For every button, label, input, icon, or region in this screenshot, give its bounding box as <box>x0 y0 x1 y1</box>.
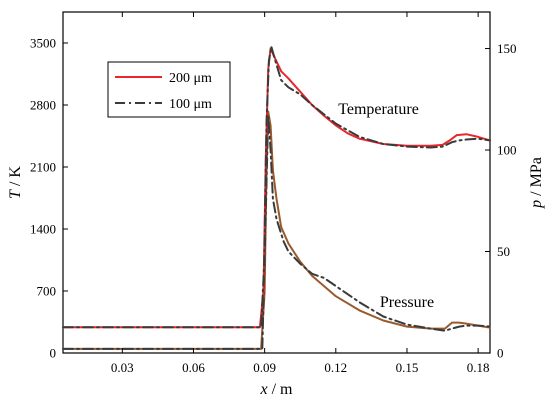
x-tick-label: 0.18 <box>467 360 490 375</box>
y-axis-right-var: p <box>528 200 545 209</box>
y-left-tick-label: 2100 <box>30 160 56 175</box>
y-axis-left-unit: / K <box>7 166 24 190</box>
y-right-tick-label: 0 <box>497 346 504 361</box>
series-line-temperature-100m <box>62 45 491 329</box>
legend: 200 μm 100 μm <box>107 61 231 118</box>
x-tick-label: 0.09 <box>253 360 276 375</box>
y-axis-right-unit: / MPa <box>528 157 545 200</box>
y-axis-right-label: p / MPa <box>528 157 545 209</box>
y-axis-left-label: T / K <box>7 166 24 199</box>
y-left-tick-label: 700 <box>37 284 57 299</box>
annotation-temperature: Temperature <box>338 101 419 118</box>
y-left-tick-label: 3500 <box>30 36 56 51</box>
y-right-tick-label: 100 <box>497 143 517 158</box>
x-tick-label: 0.03 <box>111 360 134 375</box>
x-axis-label: x / m <box>260 381 294 398</box>
x-tick-label: 0.06 <box>182 360 205 375</box>
annotation-pressure: Pressure <box>380 294 434 311</box>
x-tick-label: 0.12 <box>324 360 347 375</box>
legend-label-200um: 200 μm <box>169 71 212 86</box>
x-axis-unit: / m <box>268 381 293 398</box>
tick-labels-layer: 0.03 0.06 0.09 0.12 0.15 0.18 0 700 1400 2100 2800… <box>30 36 517 376</box>
y-left-tick-label: 2800 <box>30 98 56 113</box>
legend-box <box>107 61 231 118</box>
x-axis-var: x <box>260 381 268 398</box>
plot-frame <box>62 11 491 354</box>
series-line-pressure-100m <box>62 114 491 350</box>
x-tick-label: 0.15 <box>396 360 419 375</box>
y-right-tick-label: 50 <box>497 244 510 259</box>
series-layer <box>62 45 491 350</box>
y-axis-left-var: T <box>7 189 24 199</box>
y-left-tick-label: 1400 <box>30 222 56 237</box>
y-left-tick-label: 0 <box>50 346 57 361</box>
legend-label-100um: 100 μm <box>169 97 212 112</box>
y-right-tick-label: 150 <box>497 41 517 56</box>
ticks-layer <box>63 12 490 354</box>
